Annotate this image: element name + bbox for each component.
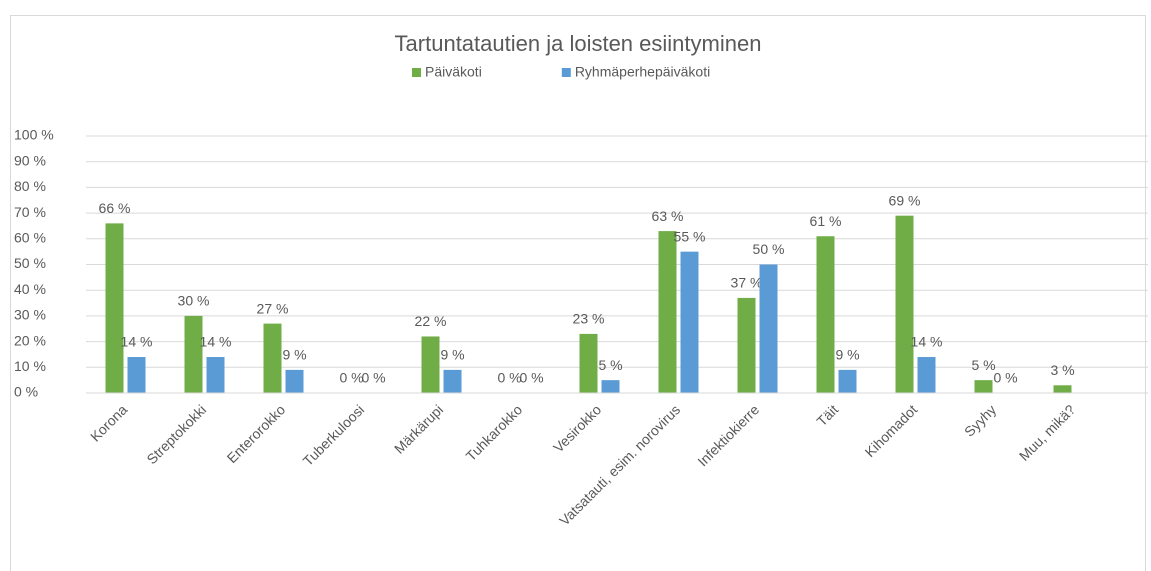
- data-label: 0 %: [339, 370, 363, 386]
- bar: [816, 236, 835, 393]
- bar: [206, 357, 225, 393]
- bar: [917, 357, 936, 393]
- y-tick-label: 20 %: [14, 332, 46, 348]
- data-label: 14 %: [121, 334, 153, 350]
- data-label: 5 %: [598, 357, 622, 373]
- y-tick-label: 50 %: [14, 255, 46, 271]
- data-label: 61 %: [810, 213, 842, 229]
- bar: [759, 264, 778, 393]
- data-label: 37 %: [731, 275, 763, 291]
- bar: [895, 215, 914, 393]
- chart-title: Tartuntatautien ja loisten esiintyminen: [395, 31, 762, 56]
- x-tick-label: Muu, mikä?: [1016, 401, 1079, 464]
- data-label: 14 %: [200, 334, 232, 350]
- y-tick-label: 80 %: [14, 178, 46, 194]
- data-label: 66 %: [99, 200, 131, 216]
- data-label: 0 %: [519, 370, 543, 386]
- bar: [658, 231, 677, 393]
- bar: [680, 251, 699, 393]
- bar: [184, 315, 203, 393]
- data-label: 14 %: [911, 334, 943, 350]
- data-label: 9 %: [440, 347, 464, 363]
- x-tick-label: Enterorokko: [224, 401, 289, 466]
- data-label: 50 %: [753, 241, 785, 257]
- y-tick-label: 90 %: [14, 152, 46, 168]
- x-tick-label: Vesirokko: [550, 401, 604, 455]
- x-tick-label: Kihomadot: [862, 401, 921, 460]
- x-tick-label: Infektiokierre: [694, 401, 762, 469]
- data-label: 5 %: [971, 357, 995, 373]
- bar: [974, 380, 993, 393]
- bar: [285, 369, 304, 393]
- legend-swatch: [412, 68, 421, 77]
- data-label: 69 %: [889, 192, 921, 208]
- x-tick-label: Tuhkarokko: [463, 401, 526, 464]
- x-tick-label: Tuberkuloosi: [300, 401, 368, 469]
- bar: [263, 323, 282, 393]
- bar: [127, 357, 146, 393]
- data-label: 9 %: [282, 347, 306, 363]
- y-tick-label: 100 %: [14, 127, 54, 143]
- data-label: 55 %: [674, 228, 706, 244]
- x-tick-label: Korona: [87, 401, 130, 444]
- bar: [421, 336, 440, 393]
- y-tick-label: 10 %: [14, 358, 46, 374]
- bar: [1053, 385, 1072, 393]
- data-label: 0 %: [993, 370, 1017, 386]
- y-tick-label: 30 %: [14, 307, 46, 323]
- y-tick-label: 40 %: [14, 281, 46, 297]
- legend-label: Ryhmäperhepäiväkoti: [575, 64, 710, 80]
- x-tick-label: Märkärupi: [391, 401, 446, 456]
- data-label: 30 %: [178, 293, 210, 309]
- bar: [737, 297, 756, 393]
- y-tick-label: 0 %: [14, 384, 38, 400]
- data-label: 22 %: [415, 313, 447, 329]
- data-label: 27 %: [257, 300, 289, 316]
- data-label: 0 %: [361, 370, 385, 386]
- chart-frame: [10, 15, 1146, 571]
- bar: [579, 333, 598, 393]
- bar: [838, 369, 857, 393]
- x-tick-label: Syyhy: [961, 401, 999, 439]
- bar: [443, 369, 462, 393]
- data-label: 3 %: [1050, 362, 1074, 378]
- x-tick-label: Streptokokki: [143, 401, 209, 467]
- legend-swatch: [561, 68, 571, 77]
- bar: [601, 380, 620, 393]
- y-tick-label: 70 %: [14, 204, 46, 220]
- data-label: 0 %: [497, 370, 521, 386]
- data-label: 23 %: [573, 311, 605, 327]
- legend-label: Päiväkoti: [425, 64, 482, 80]
- data-label: 63 %: [652, 208, 684, 224]
- data-label: 9 %: [835, 347, 859, 363]
- bar: [105, 223, 124, 393]
- x-tick-label: Täit: [813, 401, 841, 429]
- y-tick-label: 60 %: [14, 230, 46, 246]
